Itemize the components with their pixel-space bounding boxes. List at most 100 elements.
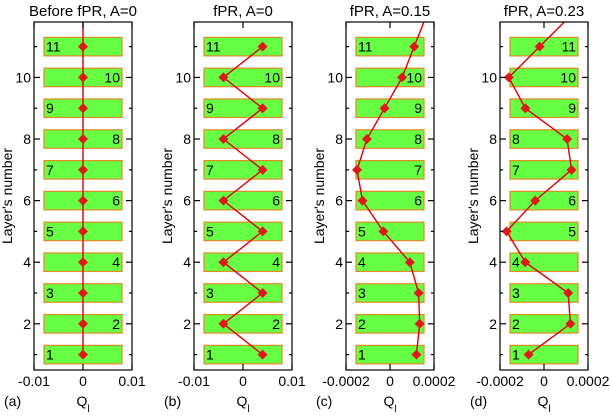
layer-label: 8 [414,131,422,147]
data-point [257,41,268,52]
layer-band [355,129,425,149]
x-tick-label: 0 [239,373,247,389]
layer-label: 6 [568,193,576,209]
layer-band [509,98,579,119]
layer-label: 4 [358,254,366,270]
data-point [78,288,88,299]
x-tick-label: -0.01 [178,373,210,389]
x-tick-label: -0.0002 [322,373,370,389]
x-tick-label: -0.01 [18,373,50,389]
layer-band [355,283,425,303]
x-axis-title: Ql [236,393,249,415]
y-axis-title: Layer's number [159,148,175,244]
layer-label: 10 [104,69,120,85]
y-tick-label: 10 [327,69,343,85]
layer-label: 5 [568,223,576,239]
layer-band [203,252,283,273]
x-tick-label: 0.0002 [567,373,610,389]
layer-label: 5 [206,223,214,239]
data-point [565,318,576,329]
data-point [503,72,514,83]
x-axis-title-sub: l [394,404,396,415]
y-tick-label: 6 [489,193,497,209]
y-tick-label: 6 [335,193,343,209]
data-point [414,318,425,329]
layer-label: 1 [46,347,54,363]
data-point [534,41,545,52]
x-axis-title-sub: l [548,404,550,415]
layer-band [355,221,425,242]
y-tick-label: 8 [489,131,497,147]
layer-label: 10 [406,69,422,85]
layer-label: 5 [358,223,366,239]
data-point [520,103,531,114]
layer-label: 9 [206,100,214,116]
x-axis-title-sub: l [247,404,249,415]
layer-band [355,190,425,211]
y-tick-label: 8 [335,131,343,147]
layer-label: 1 [358,347,366,363]
y-tick-label: 10 [481,69,497,85]
y-tick-label: 8 [183,131,191,147]
layer-label: 3 [46,285,54,301]
data-point [78,103,88,114]
layer-label: 9 [568,100,576,116]
data-point [257,288,268,299]
layer-band [203,344,283,365]
data-point [409,41,420,52]
layer-band [203,221,283,242]
layer-band [355,36,425,57]
y-tick-label: 10 [175,69,191,85]
x-tick-label: 0.0002 [413,373,456,389]
layer-band [203,129,283,149]
layer-band [355,313,425,334]
y-tick-label: 2 [183,316,191,332]
y-tick-label: 2 [335,316,343,332]
x-axis-title: Ql [383,393,396,415]
y-axis-title: Layer's number [0,148,15,244]
data-point [78,349,88,360]
data-point [78,134,88,145]
y-tick-label: 4 [489,254,497,270]
y-axis-title: Layer's number [311,148,327,244]
data-point [563,288,574,299]
panel-tag: (b) [164,393,181,409]
layer-band [509,252,579,273]
layer-label: 11 [358,39,373,55]
x-axis-title-main: Q [76,393,87,409]
layer-label: 3 [206,285,214,301]
data-point [352,164,362,175]
data-point [520,257,531,268]
y-tick-label: 8 [23,131,31,147]
x-axis-title-main: Q [383,393,394,409]
layer-label: 6 [272,193,280,209]
data-point [78,226,88,237]
layer-band [203,190,283,211]
layer-band [509,159,579,180]
layer-label: 6 [112,193,120,209]
x-tick-label: 0.01 [278,373,305,389]
data-point [413,288,424,299]
panel-tag: (a) [4,393,21,409]
series-line [356,22,425,355]
data-point [257,103,268,114]
data-point [523,349,534,360]
layer-label: 4 [512,254,520,270]
data-point [78,257,88,268]
data-point [404,257,415,268]
x-axis-title: Ql [537,393,550,415]
panel-title: Before fPR, A=0 [29,3,137,20]
layer-band [203,283,283,303]
layer-label: 4 [112,254,120,270]
layer-label: 3 [512,285,520,301]
y-tick-label: 4 [183,254,191,270]
x-tick-label: 0 [386,373,394,389]
y-tick-label: 10 [15,69,31,85]
layer-label: 9 [414,100,422,116]
panel-tag: (d) [470,393,487,409]
layer-label: 8 [112,131,120,147]
x-tick-label: 0.01 [118,373,145,389]
